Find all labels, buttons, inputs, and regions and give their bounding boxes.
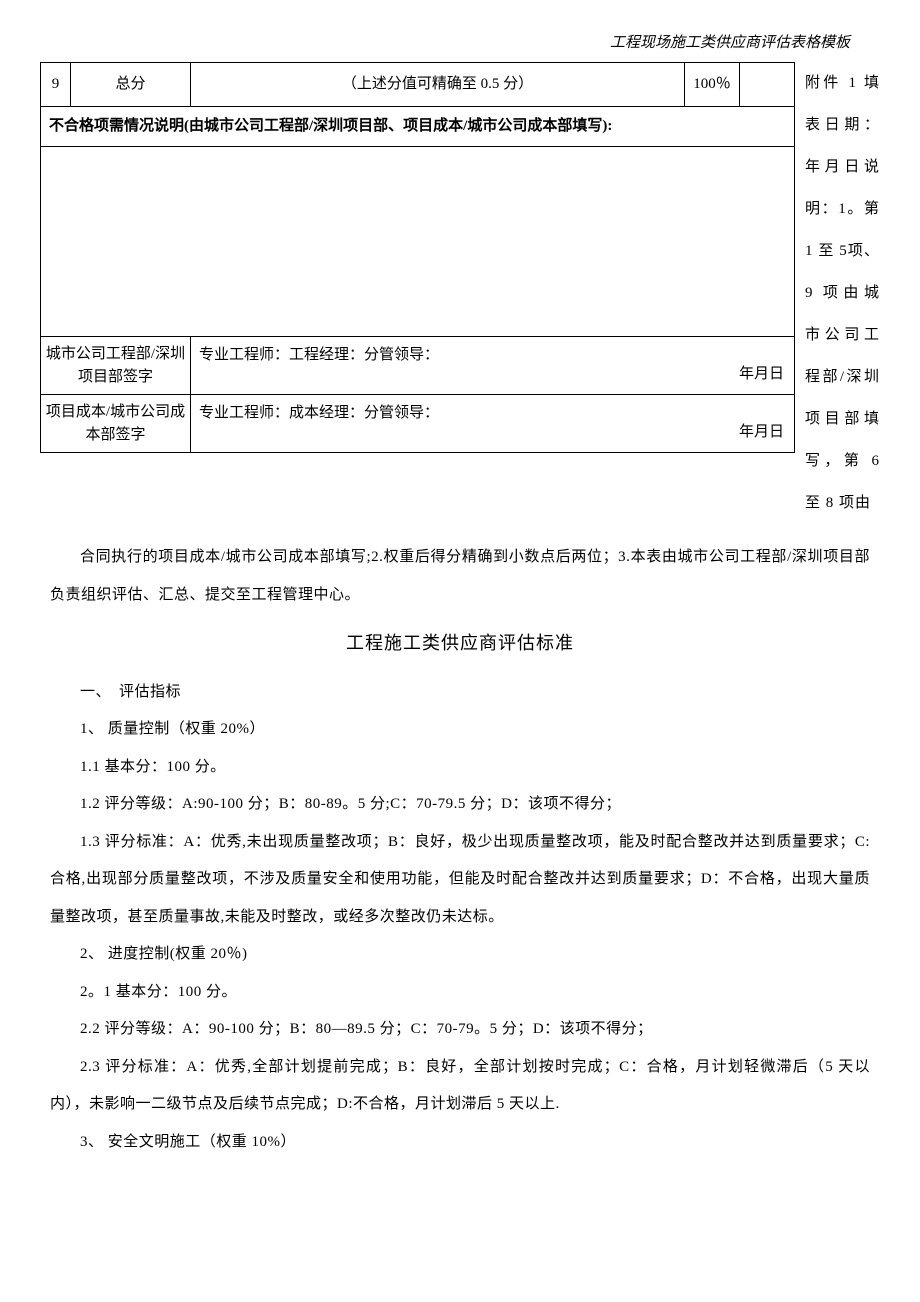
sign1-content: 专业工程师：工程经理：分管领导： 年月日 bbox=[191, 337, 795, 395]
table-row-explain-blank bbox=[41, 147, 795, 337]
cell-percent: 100％ bbox=[685, 63, 740, 107]
sign1-text: 专业工程师：工程经理：分管领导： bbox=[199, 347, 439, 363]
item-3: 3、 安全文明施工（权重 10%） bbox=[50, 1124, 870, 1162]
item-1-1: 1.1 基本分：100 分。 bbox=[50, 749, 870, 787]
item-2-2: 2.2 评分等级：A：90-100 分；B：80—89.5 分；C：70-79。… bbox=[50, 1011, 870, 1049]
cell-name: 总分 bbox=[71, 63, 191, 107]
heading-1: 一、 评估指标 bbox=[50, 674, 870, 712]
table-row-sign1: 城市公司工程部/深圳项目部签字 专业工程师：工程经理：分管领导： 年月日 bbox=[41, 337, 795, 395]
table-row-sign2: 项目成本/城市公司成本部签字 专业工程师：成本经理：分管领导： 年月日 bbox=[41, 395, 795, 453]
body-content: 合同执行的项目成本/城市公司成本部填写;2.权重后得分精确到小数点后两位；3.本… bbox=[40, 539, 880, 1161]
item-1: 1、 质量控制（权重 20%） bbox=[50, 711, 870, 749]
explain-heading: 不合格项需情况说明(由城市公司工程部/深圳项目部、项目成本/城市公司成本部填写)… bbox=[41, 107, 795, 147]
paragraph-continuation: 合同执行的项目成本/城市公司成本部填写;2.权重后得分精确到小数点后两位；3.本… bbox=[50, 539, 870, 614]
item-2: 2、 进度控制(权重 20％) bbox=[50, 936, 870, 974]
side-note: 附件 1 填表日期：年月日说明：1。第 1 至 5项、9 项由城市公司工程部/深… bbox=[805, 62, 880, 524]
cell-num: 9 bbox=[41, 63, 71, 107]
item-1-2: 1.2 评分等级：A:90-100 分；B：80-89。5 分;C：70-79.… bbox=[50, 786, 870, 824]
cell-score bbox=[740, 63, 795, 107]
sign2-date: 年月日 bbox=[739, 419, 784, 446]
sign1-date: 年月日 bbox=[739, 361, 784, 388]
sign2-content: 专业工程师：成本经理：分管领导： 年月日 bbox=[191, 395, 795, 453]
item-2-3: 2.3 评分标准：A：优秀,全部计划提前完成；B：良好，全部计划按时完成；C：合… bbox=[50, 1049, 870, 1124]
page-header: 工程现场施工类供应商评估表格模板 bbox=[40, 30, 880, 57]
sign2-label: 项目成本/城市公司成本部签字 bbox=[41, 395, 191, 453]
item-1-3: 1.3 评分标准：A：优秀,未出现质量整改项；B：良好，极少出现质量整改项，能及… bbox=[50, 824, 870, 937]
item-2-1: 2。1 基本分：100 分。 bbox=[50, 974, 870, 1012]
table-row-total: 9 总分 （上述分值可精确至 0.5 分） 100％ bbox=[41, 63, 795, 107]
section-title: 工程施工类供应商评估标准 bbox=[50, 624, 870, 664]
cell-desc: （上述分值可精确至 0.5 分） bbox=[191, 63, 685, 107]
sign2-text: 专业工程师：成本经理：分管领导： bbox=[199, 405, 439, 421]
evaluation-table: 9 总分 （上述分值可精确至 0.5 分） 100％ 不合格项需情况说明(由城市… bbox=[40, 62, 795, 453]
table-row-explain-heading: 不合格项需情况说明(由城市公司工程部/深圳项目部、项目成本/城市公司成本部填写)… bbox=[41, 107, 795, 147]
explain-blank bbox=[41, 147, 795, 337]
sign1-label: 城市公司工程部/深圳项目部签字 bbox=[41, 337, 191, 395]
